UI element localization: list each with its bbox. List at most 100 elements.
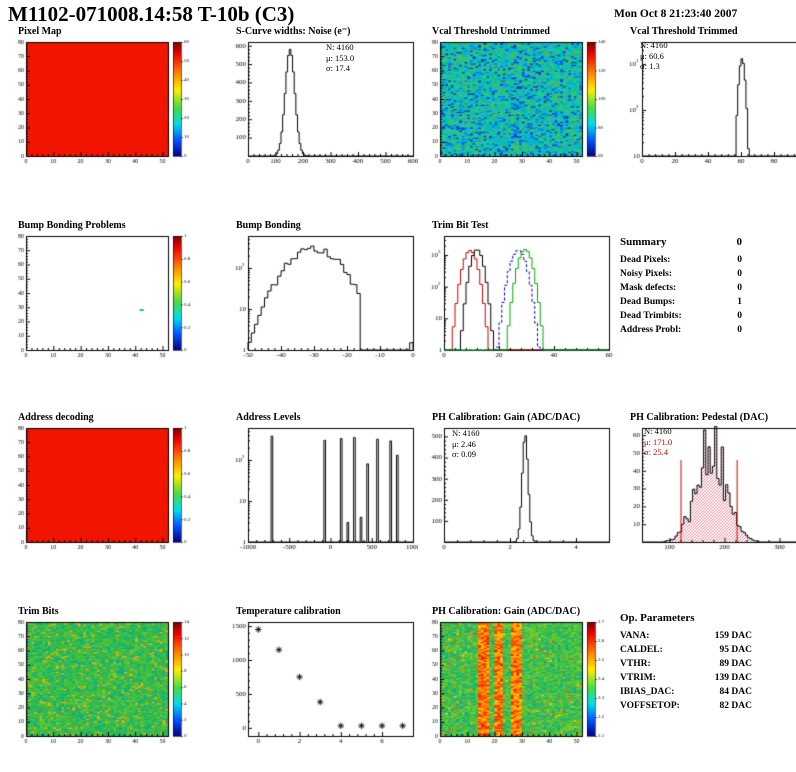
op-value: 139 DAC (714, 673, 752, 683)
op-label: CALDEL: (620, 645, 663, 655)
summary-row: Dead Bumps: 1 (620, 295, 742, 309)
summary-label: Noisy Pixels: (620, 269, 672, 279)
stat-entries: N: 4160 (640, 40, 668, 50)
bump-problems-heatmap (4, 233, 200, 363)
address-decoding-heatmap (4, 425, 200, 555)
chart-title: Pixel Map (18, 26, 62, 37)
chart-title: PH Calibration: Gain (ADC/DAC) (432, 606, 581, 617)
ph-gain-histogram (418, 425, 614, 555)
chart-title: Vcal Threshold Untrimmed (432, 26, 550, 37)
op-parameters-title: Op. Parameters (620, 612, 695, 624)
report-timestamp: Mon Oct 8 21:23:40 2007 (614, 8, 738, 20)
chart-title: S-Curve widths: Noise (e⁻) (236, 26, 351, 37)
stat-mean: μ: 153.0 (326, 52, 355, 63)
op-label: VANA: (620, 631, 650, 641)
op-value: 82 DAC (719, 701, 752, 711)
panel-trim-bit-test: Trim Bit Test (418, 220, 614, 363)
op-parameters-header: Op. Parameters (620, 612, 752, 624)
stats-box: N: 4160 μ: 60.6 σ: 1.3 (640, 40, 668, 72)
summary-header: Summary 0 (620, 236, 742, 248)
op-parameter-row: CALDEL: 95 DAC (620, 643, 752, 657)
chart-title: Address Levels (236, 412, 301, 423)
chart-title: Trim Bit Test (432, 220, 489, 231)
bump-bonding-histogram (222, 233, 418, 363)
summary-label: Dead Pixels: (620, 255, 671, 265)
op-label: IBIAS_DAC: (620, 687, 675, 697)
op-label: VTHR: (620, 659, 651, 669)
panel-bump-bonding: Bump Bonding (222, 220, 418, 363)
ph-pedestal-histogram (616, 425, 796, 555)
panel-ph-gain-hist: PH Calibration: Gain (ADC/DAC) N: 4160 μ… (418, 412, 614, 555)
summary-label: Dead Trimbits: (620, 311, 682, 321)
chart-title: Address decoding (18, 412, 94, 423)
summary-label: Mask defects: (620, 283, 677, 293)
ph-gain-heatmap (418, 619, 614, 749)
summary-block: Summary 0 Dead Pixels: 0 Noisy Pixels: 0 M… (620, 236, 742, 337)
summary-value: 1 (737, 297, 742, 307)
stat-entries: N: 4160 (326, 42, 354, 52)
page-title: M1102-071008.14:58 T-10b (C3) (8, 2, 295, 26)
summary-value: 0 (737, 325, 742, 335)
op-parameter-row: VTHR: 89 DAC (620, 657, 752, 671)
summary-row: Noisy Pixels: 0 (620, 267, 742, 281)
panel-ph-gain-map: PH Calibration: Gain (ADC/DAC) (418, 606, 614, 749)
panel-vcal-untrimmed: Vcal Threshold Untrimmed (418, 26, 614, 169)
summary-title: Summary (620, 236, 667, 248)
op-parameter-row: VOFFSETOP: 82 DAC (620, 699, 752, 713)
chart-title: Bump Bonding Problems (18, 220, 126, 231)
stat-sigma: σ: 25.4 (644, 447, 668, 457)
op-label: VOFFSETOP: (620, 701, 680, 711)
panel-trim-bits: Trim Bits (4, 606, 200, 749)
op-value: 159 DAC (714, 631, 752, 641)
stat-sigma: σ: 1.3 (640, 61, 660, 71)
op-value: 84 DAC (719, 687, 752, 697)
chart-title: PH Calibration: Pedestal (DAC) (630, 412, 769, 423)
chart-title: Temperature calibration (236, 606, 341, 617)
op-value: 95 DAC (719, 645, 752, 655)
summary-row: Dead Pixels: 0 (620, 253, 742, 267)
summary-label: Dead Bumps: (620, 297, 676, 307)
summary-value: 0 (737, 311, 742, 321)
summary-row: Dead Trimbits: 0 (620, 309, 742, 323)
op-parameter-row: VTRIM: 139 DAC (620, 671, 752, 685)
panel-ph-pedestal: PH Calibration: Pedestal (DAC) N: 4160 μ… (616, 412, 796, 555)
op-value: 89 DAC (719, 659, 752, 669)
stat-sigma: σ: 0.09 (452, 449, 476, 459)
stat-mean: μ: 60.6 (640, 50, 664, 61)
panel-address-levels: Address Levels (222, 412, 418, 555)
panel-temp-calibration: Temperature calibration (222, 606, 418, 749)
chart-title: Bump Bonding (236, 220, 301, 231)
op-parameter-row: VANA: 159 DAC (620, 629, 752, 643)
summary-row: Mask defects: 0 (620, 281, 742, 295)
panel-bump-problems: Bump Bonding Problems (4, 220, 200, 363)
panel-address-decoding: Address decoding (4, 412, 200, 555)
stats-box: N: 4160 μ: 2.46 σ: 0.09 (452, 428, 480, 460)
op-parameter-row: IBIAS_DAC: 84 DAC (620, 685, 752, 699)
trim-bits-heatmap (4, 619, 200, 749)
chart-title: Vcal Threshold Trimmed (630, 26, 738, 37)
summary-label: Address Probl: (620, 325, 682, 335)
pixel-map-heatmap (4, 39, 200, 169)
stat-sigma: σ: 17.4 (326, 63, 350, 73)
vcal-trimmed-histogram (616, 39, 796, 169)
chart-title: PH Calibration: Gain (ADC/DAC) (432, 412, 581, 423)
stat-entries: N: 4160 (644, 426, 672, 436)
stat-mean: μ: 171.0 (644, 436, 673, 447)
address-levels-histogram (222, 425, 418, 555)
panel-pixel-map: Pixel Map (4, 26, 200, 169)
op-label: VTRIM: (620, 673, 656, 683)
chart-title: Trim Bits (18, 606, 59, 617)
summary-value: 0 (737, 283, 742, 293)
stats-box: N: 4160 μ: 153.0 σ: 17.4 (326, 42, 354, 74)
panel-scurve-noise: S-Curve widths: Noise (e⁻) N: 4160 μ: 15… (222, 26, 418, 169)
stat-entries: N: 4160 (452, 428, 480, 438)
vcal-untrimmed-heatmap (418, 39, 614, 169)
summary-value: 0 (737, 255, 742, 265)
panel-vcal-trimmed: Vcal Threshold Trimmed N: 4160 μ: 60.6 σ… (616, 26, 796, 169)
temp-calibration-scatter (222, 619, 418, 749)
op-parameters-block: Op. Parameters VANA: 159 DAC CALDEL: 95 DA… (620, 612, 752, 713)
summary-row: Address Probl: 0 (620, 323, 742, 337)
summary-value: 0 (737, 269, 742, 279)
scurve-noise-histogram (222, 39, 418, 169)
